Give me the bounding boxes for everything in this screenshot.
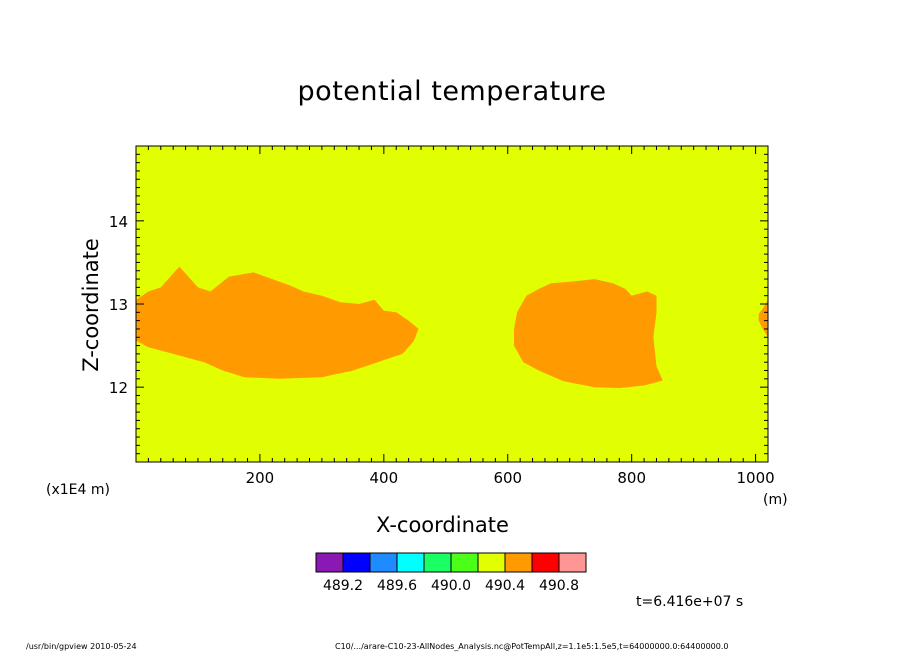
colorbar-label: 489.2 [323, 578, 363, 594]
x-tick-label: 1000 [737, 469, 775, 487]
x-tick-label: 200 [246, 469, 275, 487]
colorbar-label: 490.4 [485, 578, 525, 594]
colorbar-swatch [531, 552, 560, 573]
y-tick-label: 13 [109, 296, 128, 314]
colorbar-swatch [396, 552, 425, 573]
colorbar-swatch [423, 552, 452, 573]
x-tick-label: 400 [370, 469, 399, 487]
colorbar-swatch [342, 552, 371, 573]
y-tick-label: 12 [109, 379, 128, 397]
chart-title: potential temperature [297, 76, 607, 107]
x-axis-label: X-coordinate [376, 513, 509, 537]
footer-data-source: C10/.../arare-C10-23-AllNodes_Analysis.n… [335, 642, 729, 651]
footer-program-date: /usr/bin/gpview 2010-05-24 [26, 642, 137, 651]
x-tick-label: 800 [617, 469, 646, 487]
x-axis-unit-label: (m) [763, 492, 788, 508]
region-right-edge-cell [758, 299, 768, 338]
y-axis-label: Z-coordinate [79, 238, 103, 372]
colorbar-swatch [450, 552, 479, 573]
time-label: t=6.416e+07 s [636, 594, 744, 610]
colorbar-swatch [369, 552, 398, 573]
region-middle-cell [514, 279, 663, 388]
colorbar-label: 490.8 [539, 578, 579, 594]
colorbar-swatch [504, 552, 533, 573]
y-tick-label: 14 [109, 213, 128, 231]
colorbar-swatch [315, 552, 344, 573]
colorbar-swatch [558, 552, 587, 573]
region-left-cell [136, 266, 419, 379]
x-tick-label: 600 [493, 469, 522, 487]
colorbar-label: 490.0 [431, 578, 471, 594]
y-axis-scale-label: (x1E4 m) [46, 482, 110, 498]
colorbar-label: 489.6 [377, 578, 417, 594]
colorbar-swatch [477, 552, 506, 573]
